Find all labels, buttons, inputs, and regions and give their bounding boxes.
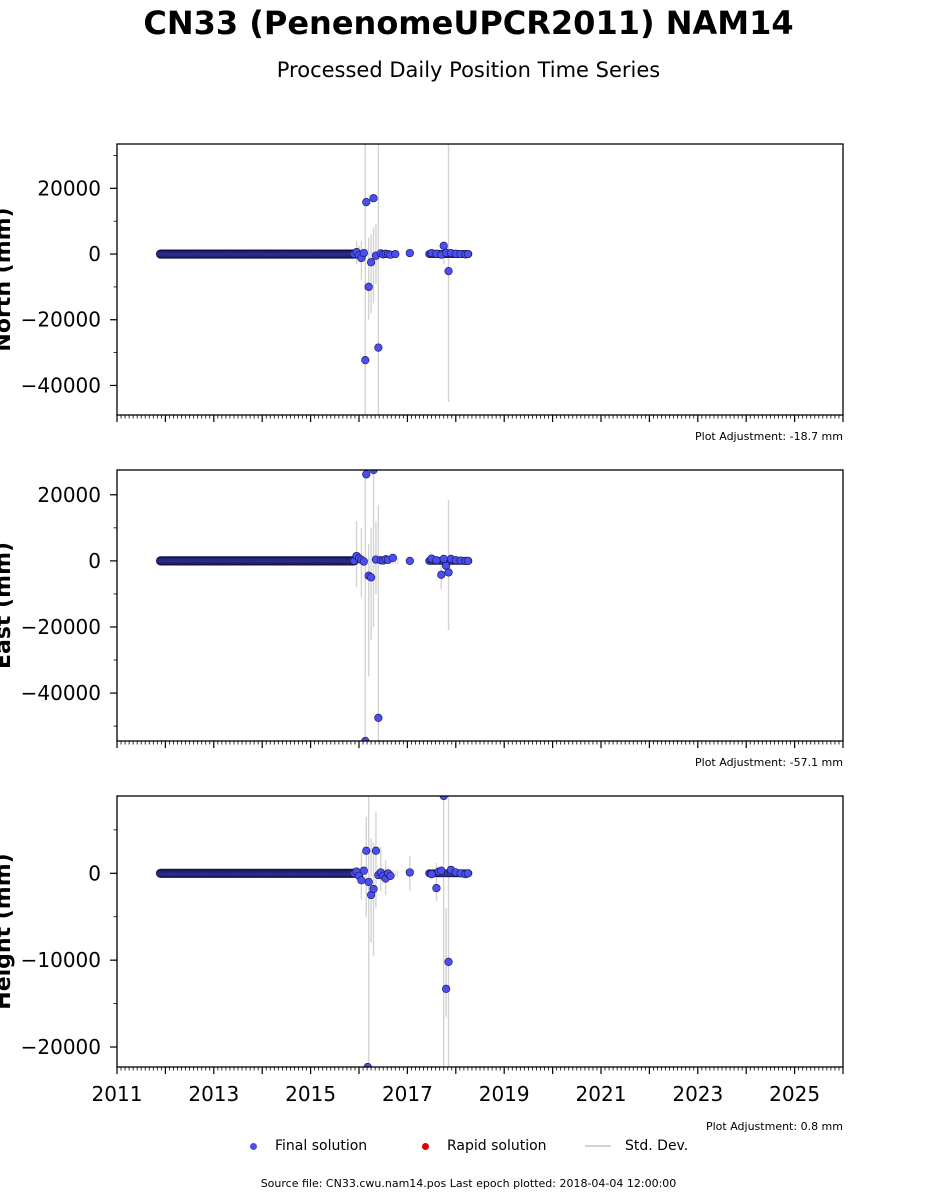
y-axis-label: Height (mm): [0, 853, 16, 1009]
y-tick-label: −40000: [21, 373, 101, 397]
x-tick-label: 2013: [188, 1082, 239, 1106]
final-solution-point: [362, 198, 371, 207]
x-tick-label: 2017: [382, 1082, 433, 1106]
final-solution-point: [357, 876, 366, 885]
legend-label-stddev: Std. Dev.: [625, 1138, 689, 1154]
final-solution-point: [362, 470, 371, 479]
panel-frame: [116, 143, 844, 416]
final-solution-point: [405, 868, 414, 877]
final-solution-point: [463, 869, 473, 878]
plot-area: [155, 470, 473, 741]
final-solution-point: [437, 866, 446, 875]
final-solution-point: [439, 554, 448, 564]
y-tick-label: −20000: [21, 1035, 101, 1059]
final-solution-point: [374, 343, 383, 352]
x-tick-label: 2025: [769, 1082, 820, 1106]
x-tick-label: 2023: [672, 1082, 723, 1106]
y-tick-label: −40000: [21, 681, 101, 705]
y-tick-label: −20000: [21, 615, 101, 639]
final-solution-point: [442, 984, 451, 993]
y-tick-label: −20000: [21, 308, 101, 332]
final-solution-point: [374, 713, 383, 722]
final-solution-point: [359, 248, 368, 258]
final-solution-point: [405, 248, 414, 258]
final-solution-point: [359, 866, 368, 875]
final-solution-point: [364, 282, 373, 291]
final-solution-point: [361, 736, 370, 741]
source-line: Source file: CN33.cwu.nam14.pos Last epo…: [260, 1177, 677, 1190]
x-tick-label: 2011: [92, 1082, 143, 1106]
plot-area: [155, 796, 473, 1067]
y-tick-label: 20000: [37, 176, 101, 200]
y-axis-label: North (mm): [0, 207, 16, 351]
legend-marker-stddev: [585, 1145, 611, 1147]
legend-item-stddev: Std. Dev.: [585, 1138, 688, 1154]
panel-frame: [116, 469, 844, 742]
final-solution-point: [463, 556, 473, 565]
final-solution-point: [427, 870, 436, 879]
legend-label-rapid: Rapid solution: [447, 1138, 547, 1154]
chart-title: CN33 (PenenomeUPCR2011) NAM14: [143, 4, 794, 42]
final-solution-point: [388, 553, 397, 563]
y-axis-label: East (mm): [0, 542, 16, 669]
legend-item-rapid: Rapid solution: [422, 1138, 547, 1154]
plot-adjustment-label: Plot Adjustment: 0.8 mm: [706, 1120, 843, 1133]
final-solution-point: [405, 556, 414, 565]
plot-adjustment-label: Plot Adjustment: -18.7 mm: [695, 430, 843, 443]
plot-area: [155, 144, 473, 415]
final-solution-point: [369, 194, 378, 203]
x-tick-label: 2021: [576, 1082, 627, 1106]
final-solution-point: [439, 241, 448, 250]
final-solution-point: [386, 871, 395, 881]
y-tick-label: 20000: [37, 483, 101, 507]
final-solution-point: [444, 957, 453, 967]
legend-marker-rapid: [422, 1142, 429, 1150]
legend-marker-final: [250, 1142, 257, 1150]
final-solution-point: [359, 557, 368, 566]
final-solution-point: [362, 846, 371, 855]
final-solution-point: [369, 884, 378, 894]
final-solution-point: [463, 249, 473, 259]
y-tick-label: 0: [88, 242, 101, 266]
x-tick-label: 2019: [479, 1082, 530, 1106]
legend-label-final: Final solution: [275, 1138, 368, 1154]
final-solution-point: [444, 267, 453, 276]
final-solution-point: [437, 570, 446, 579]
chart-subtitle: Processed Daily Position Time Series: [276, 58, 661, 82]
panel-1: 20000 0 −20000 −40000 North (mm) Plot Adjustm…: [0, 143, 844, 443]
final-solution-point: [432, 883, 441, 893]
final-solution-point: [432, 556, 441, 565]
y-tick-label: 0: [88, 549, 101, 573]
panel-3: 0 −10000 −20000 Height (mm) 2011 2013 2015 2017…: [0, 795, 844, 1133]
y-tick-label: 0: [88, 861, 101, 885]
panel-2: 20000 0 −20000 −40000 East (mm) Plot Adjustme…: [0, 469, 844, 769]
plot-adjustment-label: Plot Adjustment: -57.1 mm: [695, 756, 843, 769]
final-solution-point: [361, 356, 370, 365]
x-tick-label: 2015: [285, 1082, 336, 1106]
final-solution-point: [444, 568, 453, 577]
legend-item-final: Final solution: [250, 1138, 367, 1154]
final-solution-point: [391, 249, 400, 259]
y-tick-label: −10000: [21, 948, 101, 972]
final-solution-point: [367, 258, 376, 267]
panel-frame: [116, 795, 844, 1068]
final-solution-point: [367, 573, 376, 582]
final-solution-point: [371, 846, 381, 855]
final-solution-point: [364, 877, 373, 887]
